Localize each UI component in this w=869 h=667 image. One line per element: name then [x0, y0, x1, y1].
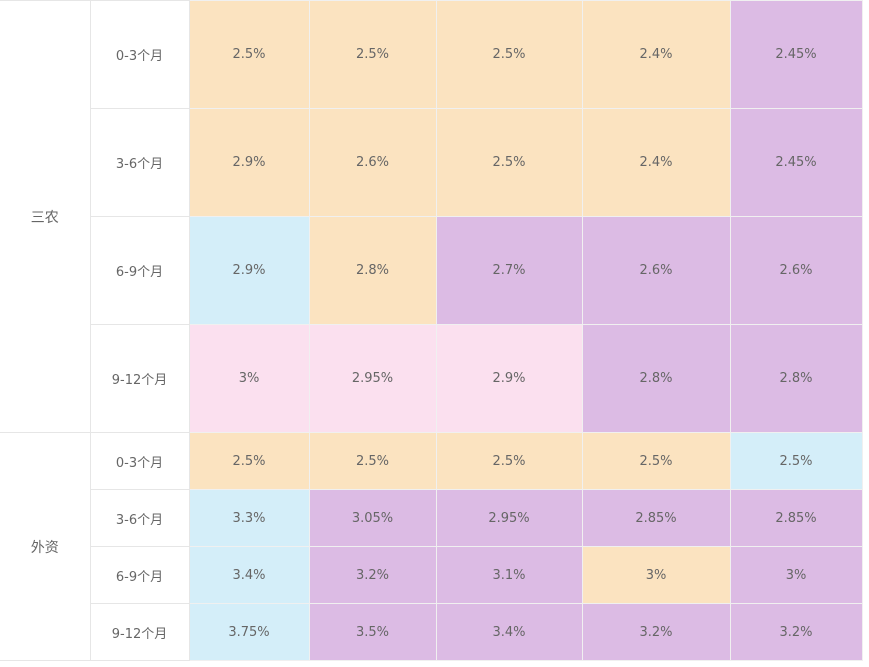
rate-cell: 2.45%: [729, 108, 863, 217]
rate-cell: 2.5%: [729, 432, 863, 490]
period-label: 0-3个月: [89, 0, 190, 109]
rate-cell: 3.2%: [581, 603, 731, 661]
table-row: 三农 0-3个月 2.5% 2.5% 2.5% 2.4% 2.45%: [0, 0, 863, 433]
rate-cell: 2.6%: [729, 216, 863, 325]
rate-cell: 3.05%: [308, 489, 437, 547]
rate-cell: 2.7%: [435, 216, 583, 325]
table-row: 9-12个月 3.75% 3.5% 3.4% 3.2% 3.2%: [0, 603, 863, 661]
rate-cell: 2.4%: [581, 108, 731, 217]
rate-cell: 2.5%: [435, 0, 583, 109]
rate-cell: 2.6%: [308, 108, 437, 217]
rate-cell: 2.5%: [435, 432, 583, 490]
rate-cell: 2.5%: [188, 0, 310, 109]
rate-cell: 2.85%: [581, 489, 731, 547]
rate-cell: 2.5%: [435, 108, 583, 217]
period-label: 9-12个月: [89, 603, 190, 661]
rate-cell: 3.4%: [435, 603, 583, 661]
period-label: 6-9个月: [89, 216, 190, 325]
rate-cell: 3.1%: [435, 546, 583, 604]
rate-cell: 3%: [188, 324, 310, 433]
rate-cell: 2.5%: [581, 432, 731, 490]
table-row: 6-9个月 2.9% 2.8% 2.7% 2.6% 2.6%: [0, 216, 863, 325]
rate-cell: 2.5%: [308, 0, 437, 109]
rate-cell: 2.45%: [729, 0, 863, 109]
rate-cell: 2.85%: [729, 489, 863, 547]
rate-cell: 3%: [729, 546, 863, 604]
group-label: 三农: [0, 0, 91, 433]
rate-cell: 3.4%: [188, 546, 310, 604]
rate-cell: 2.8%: [308, 216, 437, 325]
table-row: 6-9个月 3.4% 3.2% 3.1% 3% 3%: [0, 546, 863, 604]
rate-cell: 3.2%: [729, 603, 863, 661]
period-label: 3-6个月: [89, 489, 190, 547]
rate-cell: 2.9%: [188, 108, 310, 217]
rate-cell: 2.9%: [435, 324, 583, 433]
table-row: 外资 0-3个月 2.5% 2.5% 2.5% 2.5% 2.5%: [0, 432, 863, 661]
period-label: 3-6个月: [89, 108, 190, 217]
rate-cell: 2.95%: [435, 489, 583, 547]
rate-cell: 2.5%: [308, 432, 437, 490]
rate-cell: 3.75%: [188, 603, 310, 661]
rate-cell: 2.9%: [188, 216, 310, 325]
period-label: 0-3个月: [89, 432, 190, 490]
group-label: 外资: [0, 432, 91, 661]
rate-cell: 2.6%: [581, 216, 731, 325]
rate-cell: 2.4%: [581, 0, 731, 109]
rate-cell: 2.95%: [308, 324, 437, 433]
rate-cell: 2.8%: [729, 324, 863, 433]
rate-cell: 3.3%: [188, 489, 310, 547]
rate-cell: 2.5%: [188, 432, 310, 490]
rate-cell: 3%: [581, 546, 731, 604]
rate-cell: 2.8%: [581, 324, 731, 433]
period-label: 6-9个月: [89, 546, 190, 604]
table-row: 9-12个月 3% 2.95% 2.9% 2.8% 2.8%: [0, 324, 863, 433]
period-label: 9-12个月: [89, 324, 190, 433]
table-row: 3-6个月 3.3% 3.05% 2.95% 2.85% 2.85%: [0, 489, 863, 547]
rate-cell: 3.2%: [308, 546, 437, 604]
rate-cell: 3.5%: [308, 603, 437, 661]
table-row: 3-6个月 2.9% 2.6% 2.5% 2.4% 2.45%: [0, 108, 863, 217]
